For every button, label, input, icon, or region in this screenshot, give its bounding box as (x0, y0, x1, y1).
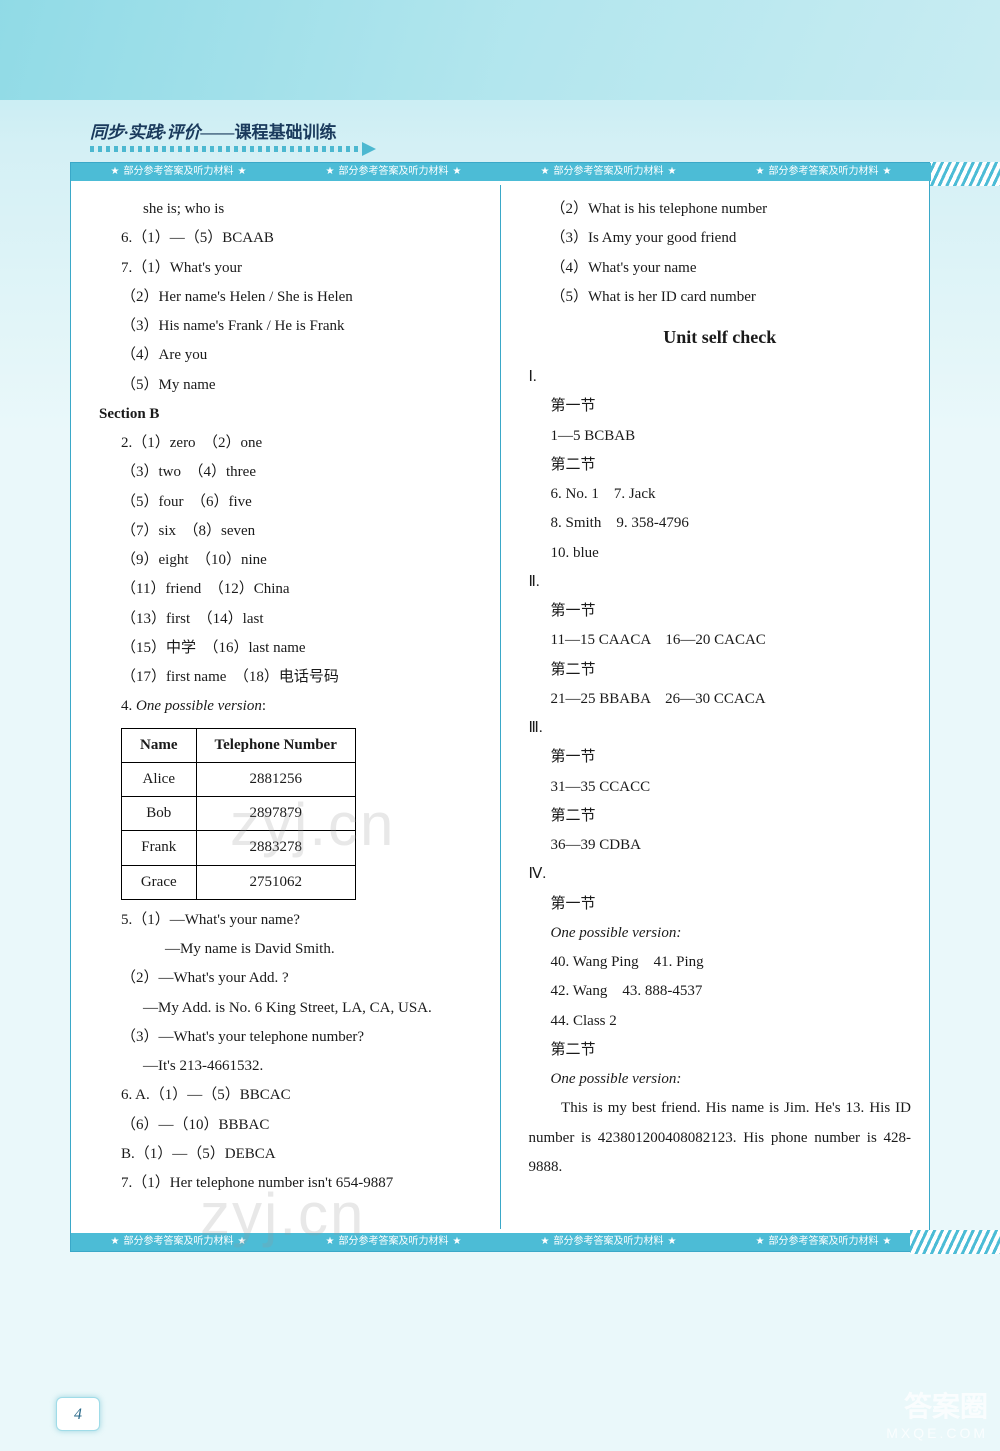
text-line: （2）Her name's Helen / She is Helen (99, 283, 482, 312)
text-line: 42. Wang 43. 888-4537 (529, 977, 912, 1006)
text-line: 31—35 CCACC (529, 773, 912, 802)
text-line: 11—15 CAACA 16—20 CACAC (529, 626, 912, 655)
text-line: （4）Are you (99, 341, 482, 370)
banner-segment: 部分参考答案及听力材料 (71, 163, 286, 181)
text-line: （15）中学 （16）last name (99, 634, 482, 663)
text-line: 5.（1）—What's your name? (99, 906, 482, 935)
text-line: 第二节 (529, 802, 912, 831)
text-line: 6. A.（1）—（5）BBCAC (99, 1081, 482, 1110)
banner-top: 部分参考答案及听力材料 部分参考答案及听力材料 部分参考答案及听力材料 部分参考… (71, 163, 931, 181)
table-header: Name (122, 728, 197, 762)
banner-segment: 部分参考答案及听力材料 (286, 163, 501, 181)
text-line: （3）Is Amy your good friend (529, 224, 912, 253)
table-cell: 2883278 (196, 831, 355, 865)
title-suffix: 课程基础训练 (235, 123, 337, 142)
text-line: （3）—What's your telephone number? (99, 1023, 482, 1052)
table-header: Telephone Number (196, 728, 355, 762)
paragraph: This is my best friend. His name is Jim.… (529, 1094, 912, 1182)
text-line: （4）What's your name (529, 254, 912, 283)
brand-line1: 答案圈 (886, 1385, 988, 1425)
page-number: 4 (56, 1397, 100, 1431)
text-line: （17）first name （18）电话号码 (99, 663, 482, 692)
text-line: 7.（1）What's your (99, 254, 482, 283)
brand-watermark: 答案圈 MXQE.COM (886, 1385, 988, 1441)
table-cell: Bob (122, 797, 197, 831)
text-line: she is; who is (99, 195, 482, 224)
banner-bottom: 部分参考答案及听力材料 部分参考答案及听力材料 部分参考答案及听力材料 部分参考… (71, 1233, 931, 1251)
table-row: Bob 2897879 (122, 797, 356, 831)
banner-segment: 部分参考答案及听力材料 (501, 1233, 716, 1251)
table-cell: Grace (122, 865, 197, 899)
text-line: 40. Wang Ping 41. Ping (529, 948, 912, 977)
corner-hatching-bottom (910, 1230, 1000, 1254)
banner-segment: 部分参考答案及听力材料 (286, 1233, 501, 1251)
text-line: 第一节 (529, 743, 912, 772)
phone-table: Name Telephone Number Alice 2881256 Bob … (121, 728, 356, 900)
text-line: 2.（1）zero （2）one (99, 429, 482, 458)
table-cell: Alice (122, 762, 197, 796)
text-line: 6.（1）—（5）BCAAB (99, 224, 482, 253)
right-column: （2）What is his telephone number （3）Is Am… (501, 185, 930, 1229)
text-line: 第二节 (529, 1036, 912, 1065)
text-line: （7）six （8）seven (99, 517, 482, 546)
text-line: （13）first （14）last (99, 605, 482, 634)
table-cell: 2751062 (196, 865, 355, 899)
possible-version-label: One possible version: (529, 919, 912, 948)
text-line: —My name is David Smith. (99, 935, 482, 964)
unit-self-check-title: Unit self check (529, 320, 912, 355)
table-row: Grace 2751062 (122, 865, 356, 899)
text-line: 21—25 BBABA 26—30 CCACA (529, 685, 912, 714)
text-line: 第一节 (529, 392, 912, 421)
text-line: 8. Smith 9. 358-4796 (529, 509, 912, 538)
text-line: —It's 213-4661532. (99, 1052, 482, 1081)
title-arrow-icon (362, 142, 376, 156)
banner-segment: 部分参考答案及听力材料 (71, 1233, 286, 1251)
table-row: Alice 2881256 (122, 762, 356, 796)
text-line: （5）My name (99, 371, 482, 400)
text-line: —My Add. is No. 6 King Street, LA, CA, U… (99, 994, 482, 1023)
text-line: 第一节 (529, 890, 912, 919)
header-decoration (0, 0, 1000, 100)
section-roman: Ⅱ. (529, 568, 912, 597)
text-line: （2）What is his telephone number (529, 195, 912, 224)
section-b-heading: Section B (99, 400, 482, 429)
banner-segment: 部分参考答案及听力材料 (716, 1233, 931, 1251)
content-frame: 部分参考答案及听力材料 部分参考答案及听力材料 部分参考答案及听力材料 部分参考… (70, 162, 930, 1252)
text-line: 10. blue (529, 539, 912, 568)
text-line: 44. Class 2 (529, 1007, 912, 1036)
text-line: 7.（1）Her telephone number isn't 654-9887 (99, 1169, 482, 1198)
text-line: 第二节 (529, 451, 912, 480)
table-row: Frank 2883278 (122, 831, 356, 865)
possible-version-label: One possible version: (529, 1065, 912, 1094)
table-cell: Frank (122, 831, 197, 865)
section-roman: Ⅳ. (529, 860, 912, 889)
section-roman: Ⅰ. (529, 363, 912, 392)
text-line: 6. No. 1 7. Jack (529, 480, 912, 509)
left-column: she is; who is 6.（1）—（5）BCAAB 7.（1）What'… (71, 185, 500, 1229)
text-line: 36—39 CDBA (529, 831, 912, 860)
table-cell: 2897879 (196, 797, 355, 831)
title-underline (90, 146, 370, 152)
columns: she is; who is 6.（1）—（5）BCAAB 7.（1）What'… (71, 185, 929, 1229)
text-line: 1—5 BCBAB (529, 422, 912, 451)
text-line: （5）four （6）five (99, 488, 482, 517)
page-title: 同步·实践·评价——课程基础训练 (90, 118, 337, 143)
banner-segment: 部分参考答案及听力材料 (716, 163, 931, 181)
text-line: （3）two （4）three (99, 458, 482, 487)
table-cell: 2881256 (196, 762, 355, 796)
text-line: （6）—（10）BBBAC (99, 1111, 482, 1140)
text-line: 4. 4. One possible version:One possible … (99, 692, 482, 721)
text-line: 第二节 (529, 656, 912, 685)
text-line: （2）—What's your Add. ? (99, 964, 482, 993)
banner-segment: 部分参考答案及听力材料 (501, 163, 716, 181)
text-line: B.（1）—（5）DEBCA (99, 1140, 482, 1169)
text-line: （9）eight （10）nine (99, 546, 482, 575)
text-line: （11）friend （12）China (99, 575, 482, 604)
title-italic: 同步·实践·评价—— (90, 123, 235, 142)
text-line: （3）His name's Frank / He is Frank (99, 312, 482, 341)
text-line: （5）What is her ID card number (529, 283, 912, 312)
text-line: 第一节 (529, 597, 912, 626)
brand-line2: MXQE.COM (886, 1425, 988, 1441)
section-roman: Ⅲ. (529, 714, 912, 743)
